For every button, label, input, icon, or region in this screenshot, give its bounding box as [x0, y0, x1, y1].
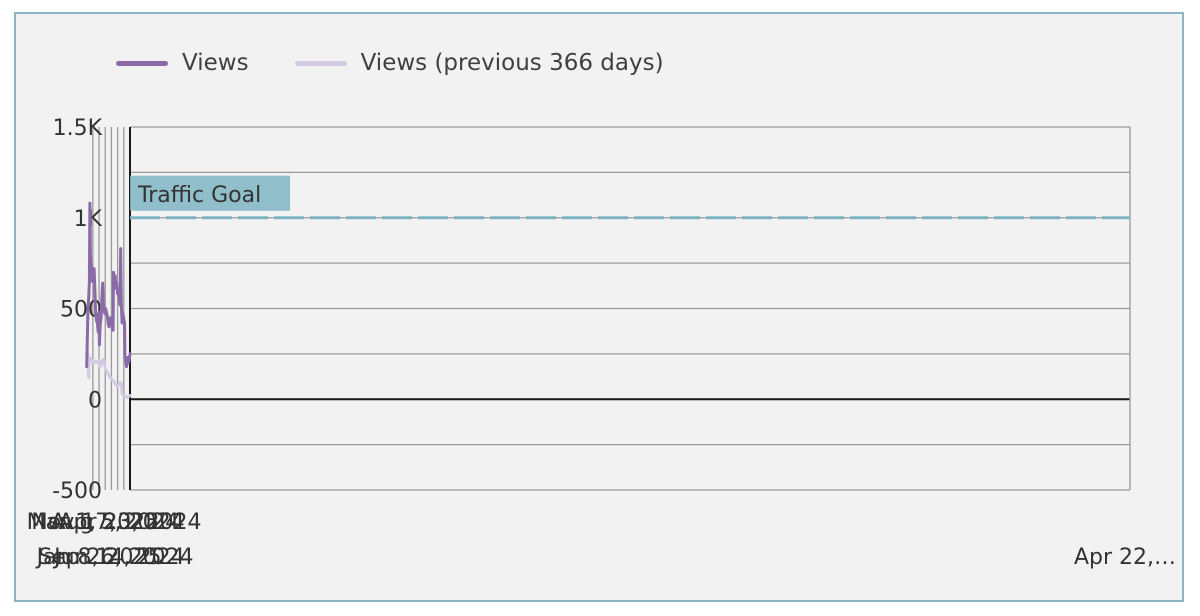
x-tick-label: Apr 23, 2024: [58, 510, 201, 535]
legend-swatch-views: [116, 60, 168, 66]
series-line-views-previous: [85, 352, 132, 399]
traffic-goal-label-box: [130, 175, 290, 211]
x-tick-label: Nov 17, 2024: [31, 510, 179, 535]
legend-swatch-views-previous: [294, 60, 347, 66]
legend-label-views: Views: [182, 50, 249, 76]
series-line-views: [85, 201, 132, 369]
traffic-goal: Traffic Goal: [130, 175, 1130, 220]
x-tick-label: Sep 26, 2024: [38, 545, 184, 570]
legend: Views Views (previous 366 days): [116, 50, 664, 76]
traffic-goal-label: Traffic Goal: [137, 183, 261, 208]
legend-item-views-previous[interactable]: Views (previous 366 days): [294, 50, 664, 76]
x-tick-label: Aug 5, 2024: [51, 510, 185, 535]
grid: [92, 126, 1131, 491]
x-tick-label: Mar 1, 2025: [27, 510, 159, 535]
series: [85, 201, 132, 399]
legend-label-views-previous: Views (previous 366 days): [360, 50, 664, 76]
x-tick-label: Apr 22,…: [1074, 545, 1176, 570]
y-tick-label: 1K: [74, 207, 103, 232]
x-tick-label: Jan 8, 2025: [35, 545, 162, 570]
legend-item-views[interactable]: Views: [116, 50, 249, 76]
y-tick-label: 1.5K: [53, 116, 103, 141]
x-axis-ticks: Apr 23, 2024 Jun 14, 2024 Aug 5, 2024 Sep 2…: [27, 510, 1176, 570]
y-tick-label: -500: [52, 479, 102, 504]
x-tick-label: Jun 14, 2024: [52, 545, 193, 570]
y-tick-label: 0: [88, 388, 102, 413]
